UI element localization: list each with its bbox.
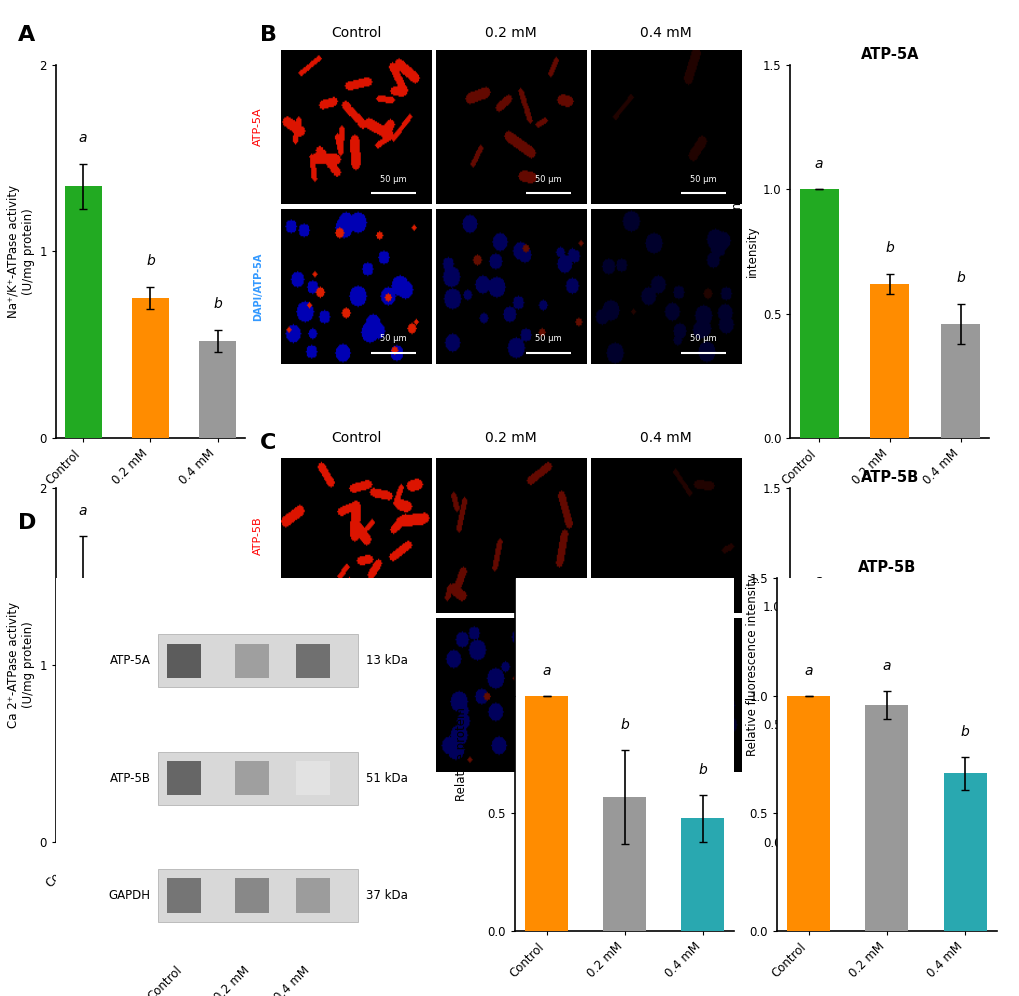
Text: 50 μm: 50 μm	[535, 584, 561, 593]
Text: Control: Control	[330, 26, 381, 40]
Title: ATP-5A: ATP-5A	[860, 47, 918, 62]
Y-axis label: Ca 2⁺-ATPase activity
(U/mg protein): Ca 2⁺-ATPase activity (U/mg protein)	[7, 602, 36, 728]
Bar	[64, 586, 102, 842]
Text: b: b	[960, 725, 968, 739]
Text: GAPDH: GAPDH	[108, 889, 151, 902]
Bar	[199, 721, 236, 842]
Text: b: b	[698, 763, 706, 777]
Text: a: a	[78, 504, 88, 518]
Text: A: A	[18, 25, 36, 45]
Text: 50 μm: 50 μm	[690, 584, 716, 593]
Text: b: b	[884, 241, 894, 255]
Bar	[167, 878, 201, 912]
Bar	[235, 761, 269, 796]
Text: 0.2 mM: 0.2 mM	[212, 964, 252, 996]
Bar	[131, 298, 169, 438]
Text: 0.4 mM: 0.4 mM	[272, 964, 313, 996]
Bar	[296, 878, 329, 912]
Title: ATP-5A: ATP-5A	[595, 560, 653, 575]
Bar	[787, 695, 829, 931]
Text: a: a	[814, 575, 822, 589]
Text: b: b	[620, 718, 629, 732]
Text: b: b	[884, 652, 894, 666]
Text: 50 μm: 50 μm	[380, 743, 407, 752]
Text: 50 μm: 50 μm	[380, 584, 407, 593]
Text: a: a	[814, 156, 822, 170]
Bar	[941, 728, 979, 842]
Bar	[869, 693, 909, 842]
Bar	[602, 797, 646, 931]
Text: 37 kDa: 37 kDa	[365, 889, 407, 902]
Text: a: a	[542, 664, 550, 678]
Text: c: c	[956, 682, 964, 696]
Text: ab: ab	[142, 621, 159, 634]
Title: ATP-5B: ATP-5B	[857, 560, 915, 575]
Text: 50 μm: 50 μm	[380, 335, 407, 344]
Text: 50 μm: 50 μm	[535, 175, 561, 184]
Text: 50 μm: 50 μm	[380, 175, 407, 184]
Bar	[296, 761, 329, 796]
Y-axis label: Na⁺/K⁺-ATPase activity
(U/mg protein): Na⁺/K⁺-ATPase activity (U/mg protein)	[7, 185, 36, 318]
Text: 0.4 mM: 0.4 mM	[640, 26, 691, 40]
Text: DAPI/ATP-5B: DAPI/ATP-5B	[253, 660, 263, 729]
Text: ATP-5B: ATP-5B	[109, 772, 151, 785]
Text: ATP-5A: ATP-5A	[253, 108, 263, 146]
Text: B: B	[260, 25, 277, 45]
Bar	[199, 341, 236, 438]
Text: E: E	[484, 513, 499, 533]
Text: 13 kDa: 13 kDa	[365, 654, 407, 667]
Bar	[167, 761, 201, 796]
Text: ATP-5B: ATP-5B	[253, 516, 263, 555]
Text: 0.2 mM: 0.2 mM	[485, 26, 536, 40]
Text: ATP-5A: ATP-5A	[109, 654, 151, 667]
Bar	[296, 643, 329, 678]
Bar	[167, 643, 201, 678]
Bar	[158, 634, 358, 687]
Bar	[64, 186, 102, 438]
Bar	[525, 695, 568, 931]
Y-axis label: Relative protein
level: Relative protein level	[454, 707, 483, 802]
Text: a: a	[78, 131, 88, 145]
Bar	[681, 818, 723, 931]
Text: 50 μm: 50 μm	[690, 175, 716, 184]
Text: b: b	[956, 271, 964, 285]
Title: ATP-5B: ATP-5B	[860, 470, 918, 485]
Bar	[158, 752, 358, 805]
Bar	[235, 878, 269, 912]
Text: 50 μm: 50 μm	[535, 743, 561, 752]
Text: 50 μm: 50 μm	[690, 335, 716, 344]
Text: b: b	[213, 668, 222, 682]
Text: C: C	[260, 433, 276, 453]
Text: b: b	[146, 254, 155, 268]
Text: DAPI/ATP-5A: DAPI/ATP-5A	[253, 252, 263, 321]
Text: 50 μm: 50 μm	[690, 743, 716, 752]
Bar	[864, 705, 908, 931]
Text: 51 kDa: 51 kDa	[365, 772, 407, 785]
Text: D: D	[18, 513, 37, 533]
Bar	[799, 606, 838, 842]
Bar	[941, 324, 979, 438]
Bar	[943, 773, 985, 931]
Text: a: a	[881, 659, 891, 673]
Y-axis label: Relative fluorescence intensity: Relative fluorescence intensity	[745, 574, 758, 756]
Text: 50 μm: 50 μm	[535, 335, 561, 344]
Bar	[869, 284, 909, 438]
Text: 0.2 mM: 0.2 mM	[485, 431, 536, 445]
Text: a: a	[804, 664, 812, 678]
Bar	[235, 643, 269, 678]
Text: Control: Control	[330, 431, 381, 445]
Bar	[131, 670, 169, 842]
Text: Control: Control	[145, 964, 184, 996]
Text: 0.4 mM: 0.4 mM	[640, 431, 691, 445]
Bar	[158, 870, 358, 922]
Bar	[799, 189, 838, 438]
Text: b: b	[213, 297, 222, 311]
Y-axis label: Relative fluorescence
intensity: Relative fluorescence intensity	[730, 188, 758, 315]
